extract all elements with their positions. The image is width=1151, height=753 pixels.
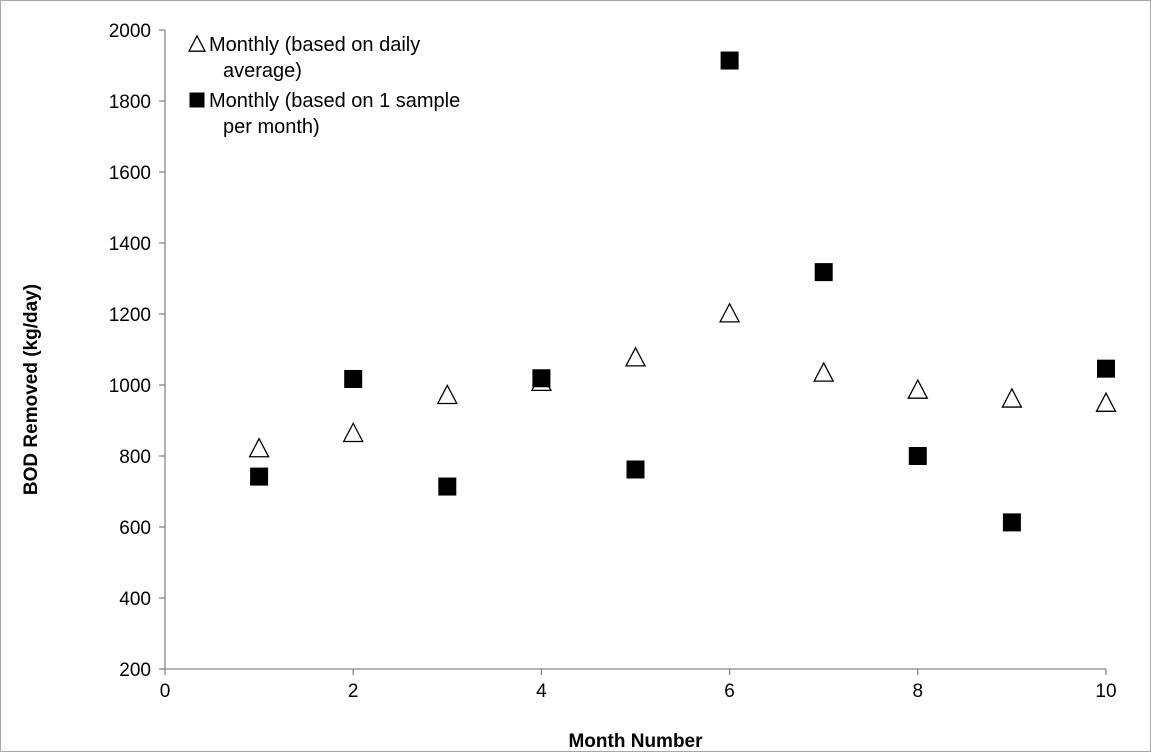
legend-label: Monthly (based on 1 sample per month) [209,90,460,138]
x-tick-label: 6 [724,681,735,702]
x-axis-title: Month Number [568,731,703,752]
x-tick-label: 2 [348,681,359,702]
x-tick-label: 4 [536,681,547,702]
data-point [1002,513,1021,532]
data-points [248,51,1117,532]
x-tick-label: 10 [1095,681,1116,702]
legend: Monthly (based on daily average)Monthly (… [187,34,460,138]
y-tick-label: 1600 [109,163,151,184]
data-point [624,346,647,367]
y-tick-label: 2000 [109,21,151,42]
data-point [720,51,739,70]
data-point [908,447,927,465]
x-tick-label: 8 [913,681,924,702]
y-tick-label: 800 [119,447,151,468]
series-2 [250,51,1115,532]
axes: 0 2 4 6 8 10 200 400 600 800 1000 1200 1400 1600 1800… [109,21,1117,702]
data-point [1001,387,1023,408]
y-tick-label: 1200 [109,305,151,326]
y-ticks: 200 400 600 800 1000 1200 1400 1600 1800 2000 [109,21,165,681]
y-tick-label: 400 [119,589,151,610]
y-axis-title: BOD Removed (kg/day) [21,284,42,495]
data-point [436,383,458,405]
legend-marker-triangle [187,34,207,52]
data-point [1097,359,1115,378]
legend-label-line: per month) [223,116,320,138]
y-tick-label: 600 [119,518,151,539]
y-tick-label: 1000 [109,376,151,397]
x-tick-label: 0 [160,681,171,702]
x-ticks: 0 2 4 6 8 10 [160,669,1117,702]
data-point [532,369,551,388]
data-point [626,460,645,479]
data-point [248,437,270,458]
legend-label-line: Monthly (based on 1 sample [209,90,460,112]
data-point [438,477,457,496]
legend-item-2: Monthly (based on 1 sample per month) [189,90,460,138]
y-tick-label: 1400 [109,234,151,255]
series-1 [248,302,1117,458]
data-point [813,361,835,382]
data-point [250,467,269,486]
legend-item-1: Monthly (based on daily average) [187,34,420,82]
legend-label: Monthly (based on daily average) [209,34,420,82]
data-point [907,378,929,399]
y-tick-label: 1800 [109,92,151,113]
legend-marker-square [189,92,205,108]
data-point [719,302,741,323]
data-point [814,263,833,282]
legend-label-line: average) [223,60,302,82]
y-tick-label: 200 [119,660,151,681]
data-point [342,421,364,443]
legend-label-line: Monthly (based on daily [209,34,420,56]
data-point [344,369,363,388]
data-point [1095,391,1117,412]
